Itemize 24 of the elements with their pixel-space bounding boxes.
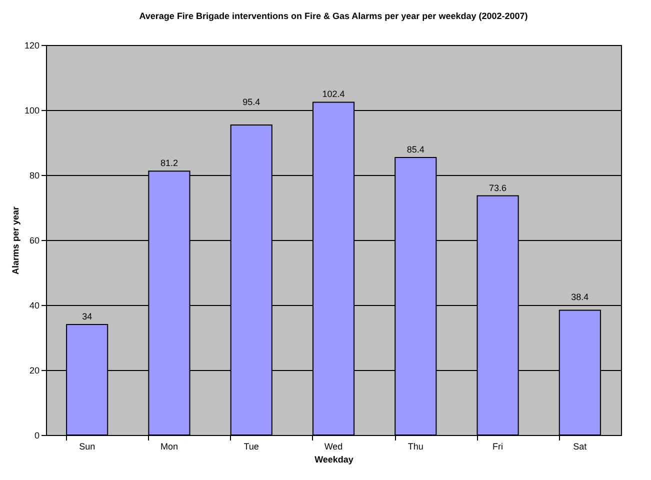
y-tick-label: 120 [24,40,40,50]
y-tick-label: 100 [24,106,40,116]
data-label: 85.4 [406,144,424,154]
data-label: 34 [82,312,92,322]
y-tick-label: 20 [29,366,40,376]
y-tick-label: 80 [29,170,40,180]
y-axis-title: Alarms per year [10,206,20,275]
y-tick-label: 40 [29,300,40,310]
data-label: 38.4 [571,292,589,302]
data-label: 73.6 [489,182,507,193]
data-label: 95.4 [242,97,260,107]
x-axis-title: Weekday [314,454,354,464]
x-tick-label: Mon [160,442,178,452]
y-tick-label: 0 [34,430,40,440]
x-tick-label: Fri [492,442,504,452]
x-tick-label: Wed [324,442,343,452]
chart-title: Average Fire Brigade interventions on Fire & Gas Alarms per year per weekday (2002-2007) [139,11,528,21]
x-tick-label: Sun [79,442,96,452]
data-label: 81.2 [160,158,178,168]
y-tick-label: 60 [29,236,40,246]
x-tick-label: Thu [408,442,424,452]
x-tick-label: Tue [244,442,259,452]
x-tick-label: Sat [573,442,588,452]
data-label: 102.4 [322,89,345,100]
